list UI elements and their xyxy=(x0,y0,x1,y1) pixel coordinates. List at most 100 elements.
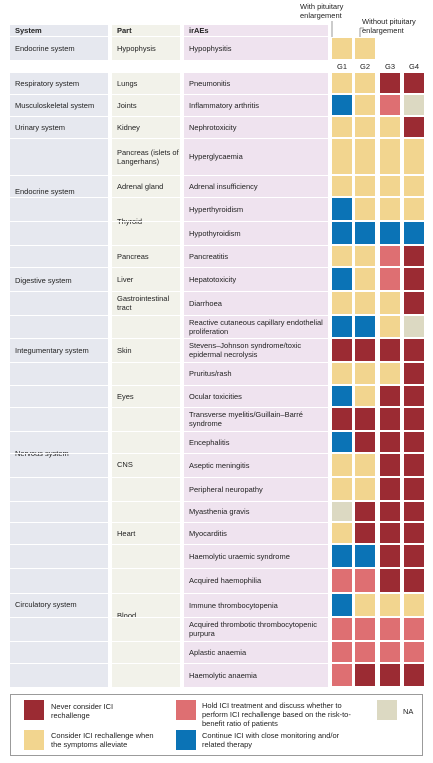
grade-cell xyxy=(355,642,375,662)
grade-cell xyxy=(355,268,375,290)
grade-cell xyxy=(404,642,424,662)
grade-cell xyxy=(404,363,424,384)
grade-cell xyxy=(404,594,424,616)
grade-cell xyxy=(380,408,400,430)
row-separator xyxy=(10,175,328,176)
part-cell: Adrenal gland xyxy=(112,175,180,197)
header-part: Part xyxy=(112,25,180,36)
grade-cell xyxy=(355,198,375,220)
irae-cell: Reactive cutaneous capillary endothelial… xyxy=(184,315,328,338)
grade-cell xyxy=(355,176,375,196)
row-separator xyxy=(10,544,328,545)
row-separator xyxy=(10,407,328,408)
irae-cell: Immune thrombocytopenia xyxy=(184,593,328,617)
grade-cell xyxy=(380,222,400,244)
legend-text-continue: Continue ICI with close monitoring and/o… xyxy=(202,731,340,749)
grade-cell xyxy=(332,38,352,59)
irae-cell: Hypothyroidism xyxy=(184,221,328,245)
grade-label-g3: G3 xyxy=(384,62,395,71)
part-cell: Eyes xyxy=(112,385,180,407)
legend-text-consider: Consider ICI rechallenge when the sympto… xyxy=(51,731,154,749)
row-separator xyxy=(10,568,328,569)
row-separator xyxy=(10,221,328,222)
grade-cell xyxy=(380,339,400,361)
grade-cell xyxy=(355,292,375,314)
grade-cell xyxy=(355,408,375,430)
irae-cell: Aseptic meningitis xyxy=(184,453,328,477)
legend xyxy=(10,694,423,756)
grade-cell xyxy=(332,246,352,266)
grade-cell xyxy=(380,569,400,592)
grade-cell xyxy=(355,454,375,476)
grade-cell xyxy=(380,523,400,543)
system-cell: Urinary system xyxy=(10,116,108,138)
grade-cell xyxy=(355,569,375,592)
system-cell: Endocrine system xyxy=(10,37,108,60)
grade-label-g4: G4 xyxy=(408,62,419,71)
grade-cell xyxy=(355,246,375,266)
grade-cell xyxy=(332,569,352,592)
grade-cell xyxy=(404,339,424,361)
grade-cell xyxy=(355,316,375,337)
grade-cell xyxy=(380,292,400,314)
grade-cell xyxy=(380,502,400,521)
part-cell: Gastrointestinal tract xyxy=(112,291,180,315)
row-separator xyxy=(10,501,328,502)
grade-cell xyxy=(404,454,424,476)
grade-cell xyxy=(404,198,424,220)
grade-cell xyxy=(404,478,424,500)
grade-cell xyxy=(355,363,375,384)
system-cell: Musculoskeletal system xyxy=(10,94,108,116)
grade-cell xyxy=(404,268,424,290)
irae-cell: Encephalitis xyxy=(184,431,328,453)
grade-cell xyxy=(355,386,375,406)
irae-cell: Inflammatory arthritis xyxy=(184,94,328,116)
part-cell: Hypophysis xyxy=(112,37,180,60)
header-irae: irAEs xyxy=(184,25,328,36)
grade-cell xyxy=(332,432,352,452)
grade-cell xyxy=(355,618,375,640)
row-separator xyxy=(10,94,328,95)
irae-cell: Stevens–Johnson syndrome/toxic epidermal… xyxy=(184,338,328,362)
grade-label-g1: G1 xyxy=(336,62,347,71)
grade-cell xyxy=(332,73,352,93)
grade-cell xyxy=(404,618,424,640)
grade-cell xyxy=(404,316,424,337)
irae-cell: Adrenal insufficiency xyxy=(184,175,328,197)
grade-cell xyxy=(380,246,400,266)
grade-cell xyxy=(355,432,375,452)
grade-cell xyxy=(404,408,424,430)
row-separator xyxy=(10,593,328,594)
grade-cell xyxy=(380,117,400,137)
grade-label-g2: G2 xyxy=(359,62,370,71)
part-cell: Liver xyxy=(112,267,180,291)
grade-cell xyxy=(404,73,424,93)
grade-cell xyxy=(404,176,424,196)
system-cell: Digestive system xyxy=(10,245,108,315)
irae-cell: Hepatotoxicity xyxy=(184,267,328,291)
irae-cell: Aplastic anaemia xyxy=(184,641,328,663)
grade-cell xyxy=(332,478,352,500)
irae-cell: Hyperglycaemia xyxy=(184,138,328,175)
grade-cell xyxy=(380,363,400,384)
grade-cell xyxy=(380,478,400,500)
grade-cell xyxy=(380,268,400,290)
grade-cell xyxy=(380,545,400,567)
irae-cell: Hyperthyroidism xyxy=(184,197,328,221)
irae-cell: Hypophysitis xyxy=(184,37,328,60)
irae-cell: Peripheral neuropathy xyxy=(184,477,328,501)
system-cell: Respiratory system xyxy=(10,72,108,94)
grade-cell xyxy=(332,222,352,244)
grade-cell xyxy=(355,664,375,686)
grade-cell xyxy=(355,117,375,137)
grade-cell xyxy=(380,642,400,662)
grade-cell xyxy=(404,95,424,115)
grade-cell xyxy=(380,316,400,337)
grade-cell xyxy=(332,408,352,430)
grade-cell xyxy=(404,432,424,452)
grade-cell xyxy=(332,292,352,314)
grade-cell xyxy=(380,176,400,196)
row-separator xyxy=(10,522,328,523)
legend-text-hold: Hold ICI treatment and discuss whether t… xyxy=(202,701,351,728)
grade-cell xyxy=(404,139,424,174)
